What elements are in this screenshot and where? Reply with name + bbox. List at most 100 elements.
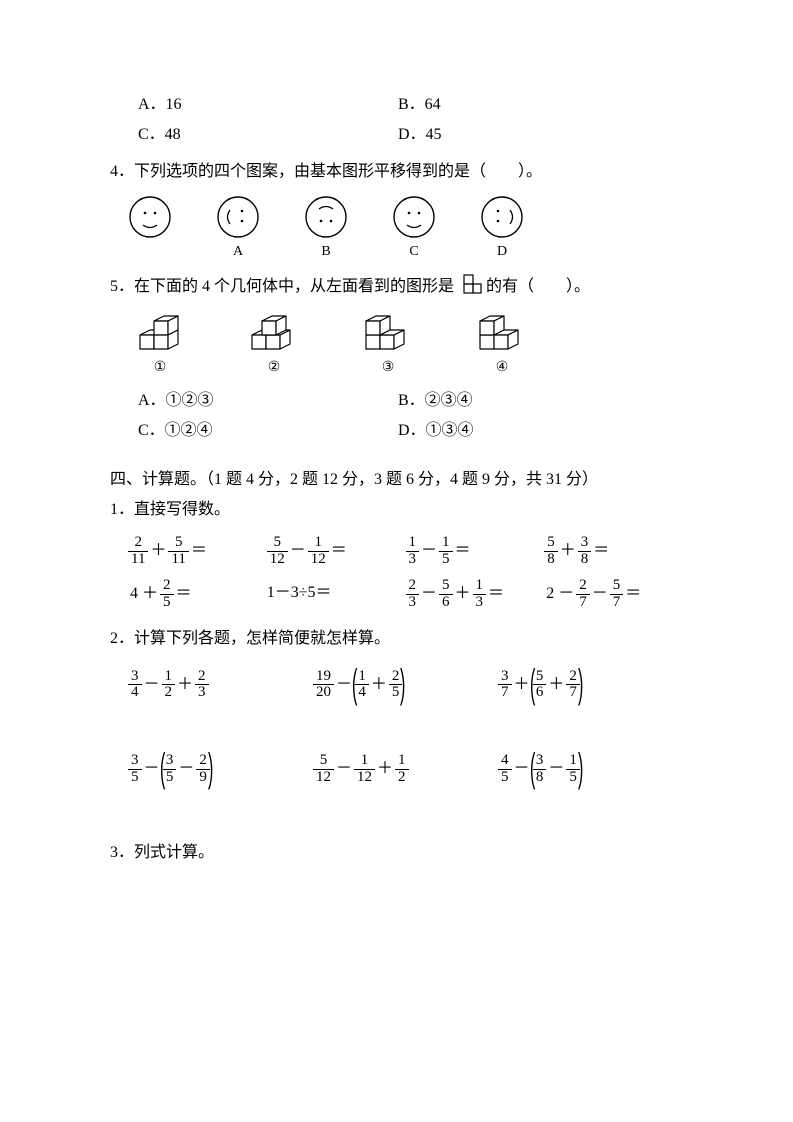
cube2-icon xyxy=(246,313,302,355)
int: 4 xyxy=(128,579,140,609)
d: 12 xyxy=(354,770,375,786)
eq: ＝ xyxy=(453,536,473,566)
d: 2 xyxy=(162,685,176,701)
eq: ＝ xyxy=(174,579,194,609)
face-B-icon xyxy=(304,195,348,239)
q3-choices: A．16 B．64 C．48 D．45 xyxy=(110,90,683,151)
d: 12 xyxy=(308,552,329,568)
q5-fig-1: ① xyxy=(132,313,188,382)
s4q3-title: 3．列式计算。 xyxy=(110,838,683,868)
d: 11 xyxy=(128,552,148,568)
d: 3 xyxy=(406,552,420,568)
n: 19 xyxy=(313,669,334,686)
q5-choice-A: A．①②③ xyxy=(138,386,398,416)
cube4-icon xyxy=(474,313,530,355)
s4q1-r2b: 1－3÷5＝ xyxy=(267,578,406,611)
q3-choice-B: B．64 xyxy=(398,90,683,120)
minus: － xyxy=(142,670,162,700)
n: 5 xyxy=(168,535,188,552)
q4-label-D: D xyxy=(497,239,507,266)
s4q2-r2a: 35－(35－29) xyxy=(128,753,313,786)
d: 7 xyxy=(576,595,590,611)
q5-choices: A．①②③ B．②③④ C．①②④ D．①③④ xyxy=(110,386,683,447)
q3-choice-A: A．16 xyxy=(138,90,398,120)
minus: － xyxy=(419,579,439,609)
minus: － xyxy=(419,536,439,566)
n: 2 xyxy=(160,578,174,595)
s4q2-r1a: 34－12＋23 xyxy=(128,669,313,702)
plus: ＋ xyxy=(369,670,389,700)
d: 3 xyxy=(195,685,209,701)
q4-label-C: C xyxy=(409,239,418,266)
n: 5 xyxy=(439,578,453,595)
face-D-icon xyxy=(480,195,524,239)
cube3-icon xyxy=(360,313,416,355)
q4-figures: A B C D xyxy=(128,195,683,266)
q4-label-B: B xyxy=(321,239,330,266)
s4q2-title: 2．计算下列各题，怎样简便就怎样算。 xyxy=(110,624,683,654)
n: 3 xyxy=(128,753,142,770)
n: 4 xyxy=(498,753,512,770)
n: 1 xyxy=(355,669,369,686)
s4q1-r2d: 2－27－57＝ xyxy=(544,578,683,611)
minus: － xyxy=(512,754,532,784)
eq: ＝ xyxy=(189,536,209,566)
n: 2 xyxy=(576,578,590,595)
plus: ＋ xyxy=(375,754,395,784)
s4q1-row2: 4＋25＝ 1－3÷5＝ 23－56＋13＝ 2－27－57＝ xyxy=(128,578,683,611)
s4q2-row2: 35－(35－29) 512－112＋12 45－(38－15) xyxy=(128,753,683,786)
s4q1-r1d: 58＋38＝ xyxy=(544,535,683,568)
d: 8 xyxy=(578,552,592,568)
q5-fig1-label: ① xyxy=(154,355,167,382)
q5-fig-3: ③ xyxy=(360,313,416,382)
n: 2 xyxy=(195,669,209,686)
q4-face-C: C xyxy=(392,195,436,266)
q5-fig-4: ④ xyxy=(474,313,530,382)
q5-stem: 5．在下面的 4 个几何体中，从左面看到的图形是 的有（ ）。 xyxy=(110,272,683,305)
q5-fig-2: ② xyxy=(246,313,302,382)
d: 7 xyxy=(498,685,512,701)
d: 5 xyxy=(128,770,142,786)
d: 20 xyxy=(313,685,334,701)
minus: － xyxy=(590,579,610,609)
n: 1 xyxy=(395,753,409,770)
cube1-icon xyxy=(132,313,188,355)
q5-figures: ① ② ③ xyxy=(132,313,683,382)
minus: － xyxy=(334,754,354,784)
d: 11 xyxy=(168,552,188,568)
eq: ＝ xyxy=(591,536,611,566)
q4-face-B: B xyxy=(304,195,348,266)
d: 4 xyxy=(355,685,369,701)
face-ref-icon xyxy=(128,195,172,239)
n: 2 xyxy=(128,535,148,552)
eq: ＝ xyxy=(329,536,349,566)
n: 5 xyxy=(313,753,334,770)
plus: ＋ xyxy=(546,670,566,700)
eq: ＝ xyxy=(486,579,506,609)
n: 1 xyxy=(406,535,420,552)
plus: ＋ xyxy=(140,579,160,609)
plus: ＋ xyxy=(148,536,168,566)
d: 5 xyxy=(160,595,174,611)
d: 5 xyxy=(439,552,453,568)
eq: ＝ xyxy=(623,579,643,609)
n: 1 xyxy=(308,535,329,552)
q5-fig4-label: ④ xyxy=(496,355,509,382)
q4-ref-face xyxy=(128,195,172,266)
q5-choice-B: B．②③④ xyxy=(398,386,683,416)
d: 3 xyxy=(406,595,420,611)
s4q1-row1: 211＋511＝ 512－112＝ 13－15＝ 58＋38＝ xyxy=(128,535,683,568)
s4q1-r1c: 13－15＝ xyxy=(406,535,545,568)
plus: ＋ xyxy=(512,670,532,700)
l-shape-icon xyxy=(458,274,482,305)
d: 8 xyxy=(544,552,558,568)
q5-fig2-label: ② xyxy=(268,355,281,382)
d: 12 xyxy=(313,770,334,786)
n: 1 xyxy=(439,535,453,552)
n: 3 xyxy=(498,669,512,686)
n: 1 xyxy=(354,753,375,770)
plus: ＋ xyxy=(558,536,578,566)
s4q1-r2a: 4＋25＝ xyxy=(128,578,267,611)
q4-stem: 4．下列选项的四个图案，由基本图形平移得到的是（ ）。 xyxy=(110,157,683,187)
n: 5 xyxy=(610,578,624,595)
